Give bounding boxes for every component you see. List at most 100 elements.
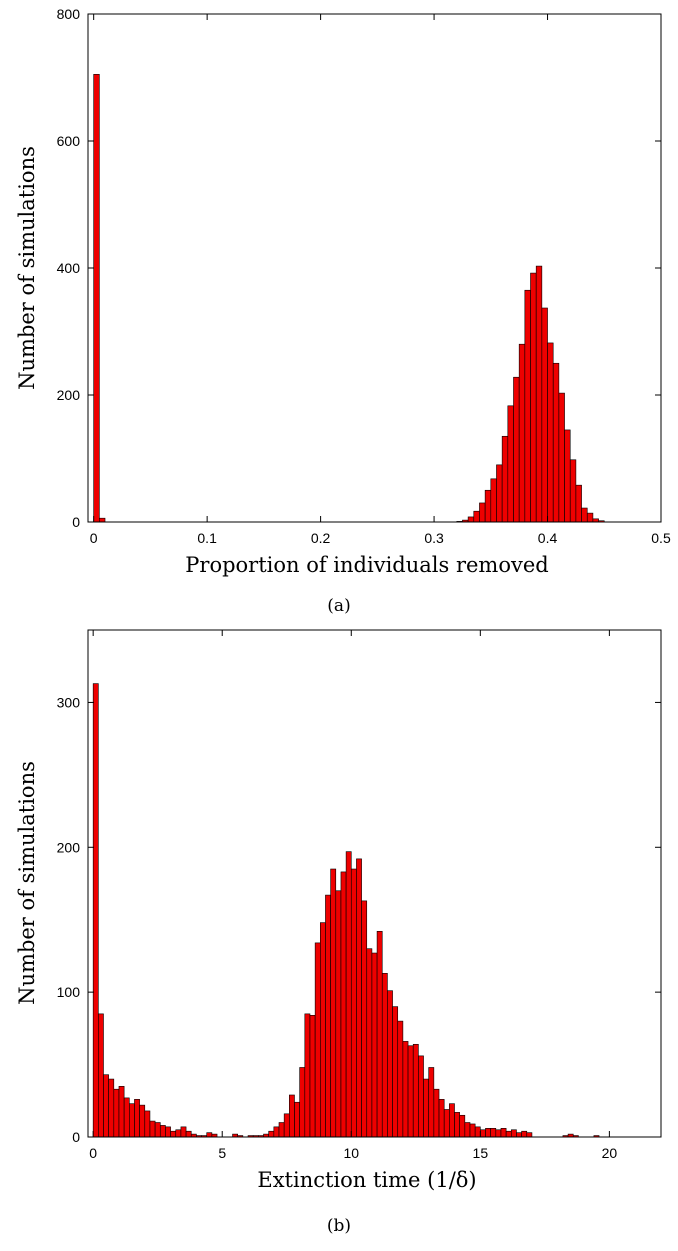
panel-a-bar-15: [530, 272, 537, 523]
panel-b-bar-16: [175, 1129, 182, 1138]
panel-b-bar-72: [485, 1128, 491, 1138]
panel-b-bar-0: [92, 683, 99, 1138]
panel-b-bar-57: [407, 1045, 414, 1138]
panel-b-bar-1: [98, 1013, 104, 1138]
panel-b-bar-64: [443, 1109, 450, 1138]
panel-a-plot-area: [88, 14, 661, 522]
panel-b-x-tick-label-2: 10: [343, 1145, 359, 1161]
panel-a-x-tick-label-1: 0.1: [197, 530, 217, 546]
panel-b-bar-41: [325, 894, 331, 1138]
panel-b-bar-14: [165, 1126, 171, 1138]
panel-b-bar-78: [516, 1132, 522, 1138]
panel-a-bar-11: [507, 405, 514, 523]
panel-a-bar-20: [558, 392, 565, 523]
panel-a-bar-14: [524, 289, 531, 523]
panel-a-y-tick-label-4: 800: [57, 6, 81, 22]
panel-b-bar-4: [113, 1088, 120, 1138]
panel-a-bar-13: [518, 343, 526, 523]
panel-b-bar-38: [309, 1015, 316, 1138]
panel-a-bar-21: [564, 429, 571, 523]
panel-b-bar-77: [510, 1129, 517, 1138]
panel-a-axes-box: [87, 13, 662, 523]
panel-b-bar-70: [474, 1126, 481, 1138]
panel-a-y-tick-label-2: 400: [57, 260, 81, 276]
panel-b-bar-5: [118, 1086, 125, 1138]
panel-b-bar-45: [345, 851, 352, 1138]
panel-b-bar-49: [366, 948, 373, 1138]
panel-b-x-tick-label-0: 0: [89, 1145, 97, 1161]
panel-b-x-tick-label-3: 15: [473, 1145, 489, 1161]
panel-b-bars: [92, 683, 600, 1138]
panel-b-bar-52: [381, 973, 388, 1138]
panel-b-bar-66: [454, 1112, 460, 1138]
panel-b-bar-22: [206, 1132, 213, 1138]
panel-b-bar-65: [449, 1103, 455, 1138]
panel-b-bar-32: [278, 1122, 285, 1138]
panel-b-axes-box: [87, 629, 662, 1138]
panel-a-y-axis-label: Number of simulations: [15, 146, 39, 390]
panel-b-bar-33: [283, 1113, 290, 1138]
panel-b-bar-2: [103, 1074, 109, 1138]
panel-b-bar-46: [350, 868, 357, 1138]
panel-b-bar-43: [335, 890, 342, 1138]
panel-b-caption: (b): [327, 1216, 351, 1236]
panel-b-bar-40: [319, 922, 326, 1138]
panel-b-y-tick-label-2: 200: [57, 839, 81, 855]
panel-a-bar-24: [581, 507, 588, 523]
panel-b-bar-35: [294, 1101, 300, 1138]
panel-a-bar-10: [501, 435, 509, 523]
panel-a-bar-17: [541, 307, 548, 523]
panel-a-bar-4: [467, 516, 475, 523]
panel-b-y-tick-label-1: 100: [57, 984, 81, 1000]
panel-b-x-tick-label-1: 5: [218, 1145, 226, 1161]
panel-a-bar-1: [99, 517, 106, 523]
panel-b-bar-42: [330, 868, 337, 1138]
panel-b-bar-68: [464, 1122, 471, 1138]
panel-a-y-tick-label-3: 600: [57, 133, 81, 149]
panel-a-bar-18: [547, 342, 554, 523]
panel-b-bar-58: [412, 1043, 419, 1138]
panel-a-caption: (a): [327, 596, 350, 616]
panel-a-bar-8: [490, 478, 497, 523]
panel-a-bar-12: [513, 376, 520, 523]
panel-b-bar-73: [490, 1128, 497, 1138]
panel-b-bar-18: [185, 1130, 192, 1138]
panel-b-bar-61: [428, 1067, 435, 1138]
panel-b-bar-80: [526, 1132, 533, 1138]
panel-a-x-tick-label-0: 0: [90, 530, 98, 546]
panel-b-bar-11: [149, 1120, 156, 1138]
panel-a-bar-0: [93, 74, 100, 523]
panel-a-x-tick-label-5: 0.5: [651, 530, 671, 546]
panel-b-bar-7: [129, 1103, 135, 1138]
panel-a-bar-6: [479, 502, 486, 523]
panel-b-bar-56: [402, 1041, 409, 1138]
panel-b-bar-63: [438, 1099, 445, 1138]
panel-a-bar-23: [575, 484, 582, 523]
panel-b-bar-53: [387, 990, 393, 1138]
panel-b-bar-37: [304, 1013, 311, 1138]
panel-b-bar-13: [159, 1125, 166, 1138]
panel-b-bar-44: [340, 871, 347, 1138]
panel-b-bar-6: [123, 1097, 130, 1138]
panel-a-y-tick-label-0: 0: [72, 514, 80, 530]
panel-b-bar-30: [268, 1130, 275, 1138]
panel-b-bar-12: [154, 1122, 161, 1138]
panel-b-bar-75: [500, 1128, 507, 1138]
panel-b-bar-8: [134, 1099, 140, 1138]
panel-a-x-tick-label-2: 0.2: [311, 530, 331, 546]
panel-b-bar-69: [469, 1123, 476, 1138]
panel-a-x-axis-label: Proportion of individuals removed: [185, 553, 548, 577]
panel-b-bar-15: [170, 1130, 177, 1138]
panel-a-x-tick-label-3: 0.3: [424, 530, 444, 546]
panel-b-x-axis-label: Extinction time (1/δ): [257, 1168, 476, 1192]
panel-b-bar-36: [299, 1067, 306, 1138]
panel-b-y-axis-label: Number of simulations: [15, 761, 39, 1005]
panel-a-y-tick-label-1: 200: [57, 387, 81, 403]
panel-b-bar-60: [423, 1078, 430, 1138]
panel-b-x-tick-label-4: 20: [602, 1145, 618, 1161]
panel-a-bars: [93, 74, 605, 523]
panel-b-bar-34: [289, 1094, 295, 1138]
panel-a-bar-7: [484, 489, 492, 523]
